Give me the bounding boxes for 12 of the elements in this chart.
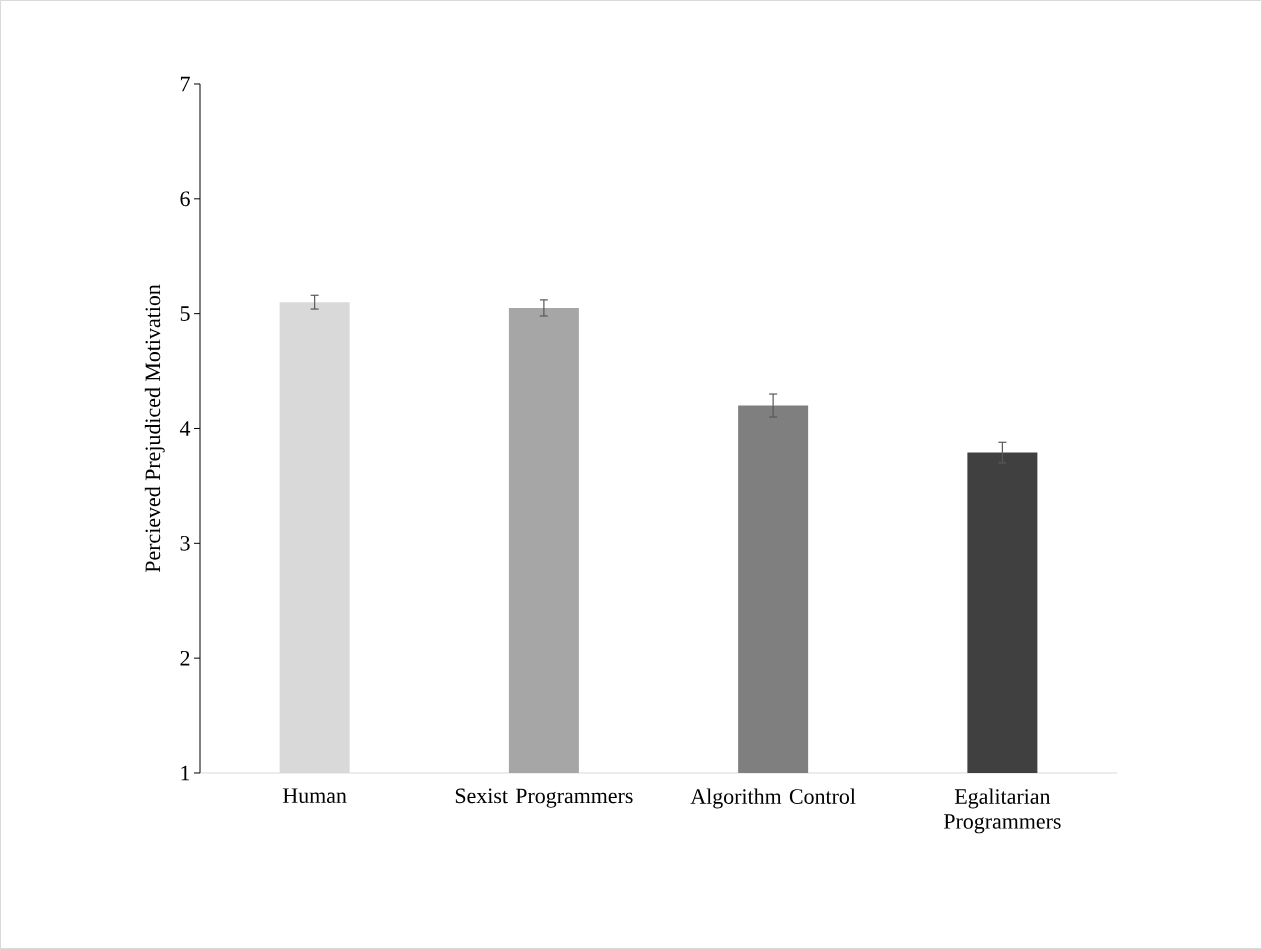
- x-tick-label: Sexist Programmers: [455, 788, 633, 808]
- y-tick-label: 1: [181, 765, 190, 781]
- y-tick-label: 3: [180, 535, 190, 551]
- x-tick-label: Human: [283, 788, 347, 804]
- y-tick-label: 5: [180, 306, 190, 321]
- x-tick-label: Egalitarian Programmers: [943, 788, 1061, 834]
- y-tick-label: 4: [179, 421, 191, 436]
- y-tick-label: 6: [180, 191, 190, 207]
- y-tick-label: 2: [180, 650, 190, 666]
- y-tick-label: 7: [180, 76, 190, 92]
- x-tick-label: Algorithm Control: [690, 788, 856, 809]
- y-axis-title: Percieved Prejudiced Motivation: [144, 284, 165, 573]
